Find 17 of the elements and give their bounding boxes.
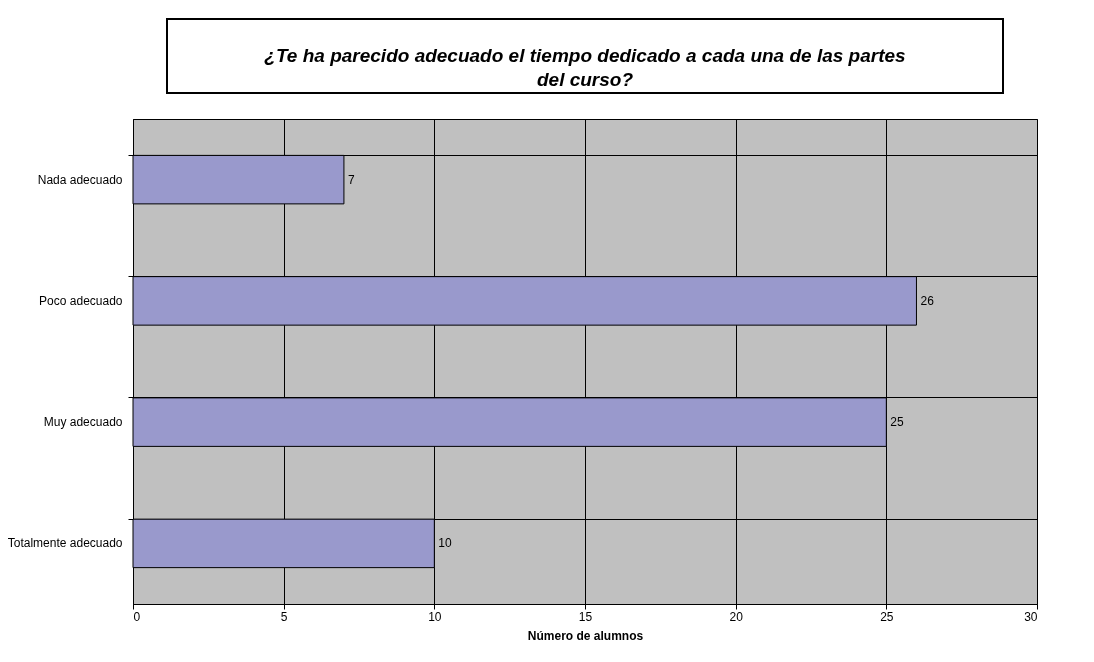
x-tick-label: 25 [880, 609, 894, 624]
y-tick-label: Poco adecuado [39, 293, 123, 308]
chart-title: ¿Te ha parecido adecuado el tiempo dedicado a cada una de las partes del curso? [264, 45, 906, 90]
x-tick-label: 20 [729, 609, 744, 624]
data-label: 26 [920, 293, 935, 308]
data-label: 10 [438, 536, 453, 551]
y-tick-label: Nada adecuado [37, 172, 123, 187]
x-tick-label: 0 [133, 609, 141, 624]
x-tick-label: 5 [280, 609, 288, 624]
x-tick-label: 30 [1024, 609, 1038, 624]
data-label: 25 [890, 415, 905, 430]
x-tick-label: 10 [428, 609, 442, 624]
y-tick-label: Totalmente adecuado [7, 536, 123, 551]
x-axis-title: Número de alumnos [527, 628, 644, 643]
y-tick-label: Muy adecuado [43, 415, 123, 430]
data-label: 7 [347, 172, 355, 187]
x-tick-label: 15 [578, 609, 593, 624]
